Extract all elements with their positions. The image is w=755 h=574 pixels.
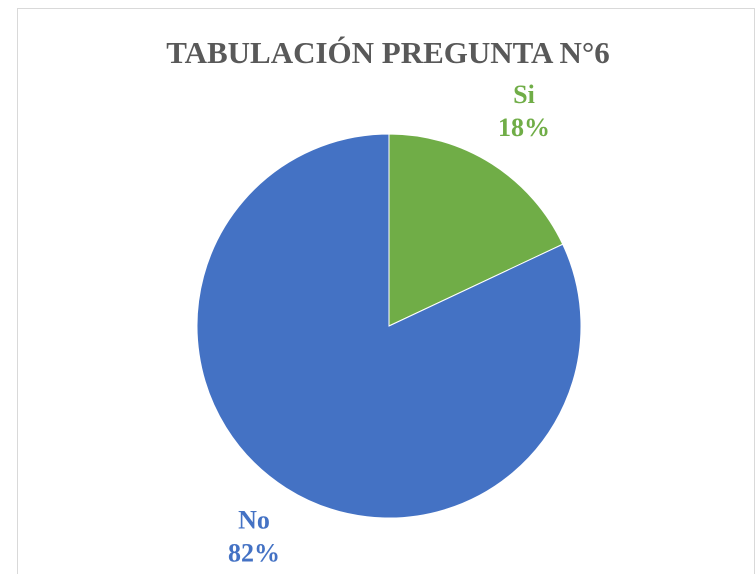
pie-slice [196, 133, 582, 519]
chart-title: TABULACIÓN PREGUNTA N°6 [166, 35, 610, 70]
pie-slice [388, 133, 564, 327]
slice-category-label: Si [513, 80, 535, 109]
slice-value-label: 82% [228, 539, 280, 568]
slice-category-label: No [238, 506, 270, 535]
slice-value-label: 18% [498, 113, 550, 142]
